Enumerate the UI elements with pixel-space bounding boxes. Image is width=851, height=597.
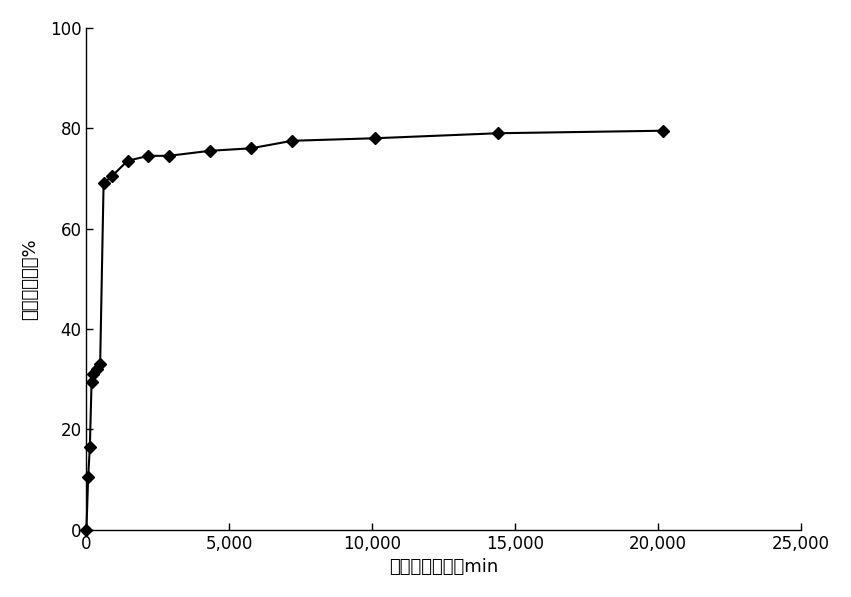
Y-axis label: 含水饱和度，%: 含水饱和度，% bbox=[20, 238, 39, 319]
X-axis label: 自发渗吸时间，min: 自发渗吸时间，min bbox=[389, 558, 499, 576]
